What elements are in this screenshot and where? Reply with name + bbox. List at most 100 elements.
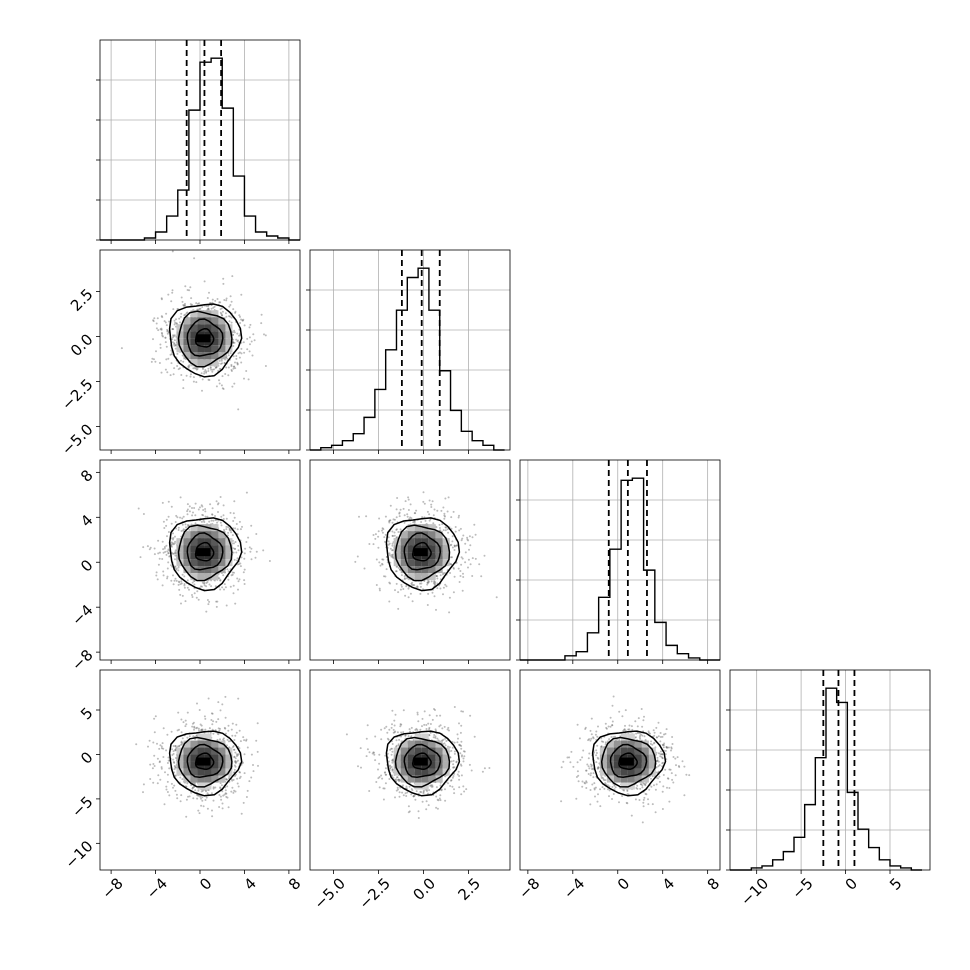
sample-point	[189, 375, 192, 378]
sample-point	[238, 356, 241, 359]
sample-point	[439, 724, 442, 727]
sample-point	[207, 378, 210, 381]
sample-point	[227, 366, 230, 369]
sample-point	[249, 323, 252, 326]
sample-point	[155, 571, 158, 574]
sample-point	[171, 543, 174, 546]
sample-point	[163, 546, 166, 548]
sample-point	[391, 750, 394, 753]
sample-point	[394, 589, 396, 592]
sample-point	[179, 321, 181, 324]
sample-point	[384, 771, 387, 774]
sample-point	[435, 575, 438, 577]
sample-point	[395, 516, 398, 519]
sample-point	[250, 753, 253, 756]
sample-point	[195, 381, 198, 384]
sample-point	[455, 760, 458, 763]
sample-point	[237, 352, 240, 355]
sample-point	[396, 776, 398, 779]
sample-point	[177, 711, 180, 714]
sample-point	[452, 759, 455, 762]
sample-point	[459, 763, 462, 766]
sample-point	[460, 539, 463, 542]
sample-point	[250, 547, 253, 550]
sample-point	[183, 584, 186, 587]
sample-point	[203, 372, 206, 375]
sample-point	[252, 333, 255, 336]
sample-point	[197, 598, 200, 601]
density-cell	[183, 566, 191, 574]
sample-point	[149, 546, 152, 549]
sample-point	[460, 724, 463, 727]
sample-point	[410, 793, 413, 796]
sample-point	[174, 521, 177, 523]
sample-point	[219, 795, 222, 798]
sample-point	[211, 809, 213, 812]
sample-point	[245, 796, 248, 798]
density-contour	[177, 524, 233, 582]
sample-point	[153, 547, 156, 550]
sample-point	[378, 589, 381, 592]
sample-point	[225, 355, 228, 358]
sample-point	[182, 304, 185, 307]
density-cell	[225, 545, 233, 553]
density-cell	[211, 531, 219, 539]
sample-point	[193, 507, 196, 509]
panel-frame	[729, 669, 931, 871]
density-cell	[197, 310, 205, 318]
sample-point	[205, 305, 208, 308]
sample-point	[234, 548, 237, 550]
sample-point	[354, 560, 357, 563]
sample-point	[174, 551, 177, 554]
sample-point	[207, 307, 210, 310]
sample-point	[404, 734, 407, 737]
density-cell	[197, 531, 205, 539]
sample-point	[469, 714, 472, 717]
sample-point	[230, 321, 233, 324]
sample-point	[193, 580, 195, 582]
sample-point	[407, 587, 410, 590]
density-cell	[190, 538, 198, 546]
sample-point	[201, 585, 203, 588]
sample-point	[218, 359, 221, 362]
sample-point	[467, 558, 470, 561]
sample-point	[388, 521, 391, 524]
sample-point	[192, 367, 195, 370]
sample-point	[245, 541, 248, 543]
sample-point	[462, 757, 465, 760]
sample-point	[469, 544, 472, 547]
sample-point	[441, 727, 444, 730]
sample-point	[233, 365, 236, 368]
sample-point	[394, 713, 397, 716]
sample-point	[427, 592, 430, 595]
sample-point	[168, 320, 171, 323]
sample-point	[387, 536, 390, 539]
sample-point	[162, 756, 165, 758]
sample-point	[188, 505, 191, 508]
sample-point	[466, 538, 469, 541]
sample-point	[235, 755, 238, 757]
sample-point	[221, 807, 224, 810]
sample-point	[176, 516, 179, 519]
sample-point	[170, 362, 173, 365]
sample-point	[173, 765, 176, 767]
sample-point	[170, 564, 172, 567]
sample-point	[213, 368, 216, 371]
sample-point	[178, 367, 181, 370]
sample-point	[234, 734, 237, 737]
sample-point	[180, 731, 183, 734]
sample-point	[157, 563, 160, 566]
sample-point	[235, 731, 238, 734]
sample-point	[233, 768, 236, 771]
sample-point	[223, 528, 225, 531]
density-cell	[204, 345, 212, 353]
sample-point	[443, 517, 446, 520]
sample-point	[229, 529, 232, 532]
sample-point	[384, 767, 387, 770]
sample-point	[181, 517, 184, 520]
density-contour	[194, 327, 215, 348]
sample-point	[436, 509, 439, 512]
sample-point	[204, 789, 207, 792]
sample-point	[368, 543, 371, 545]
sample-point	[235, 338, 238, 341]
